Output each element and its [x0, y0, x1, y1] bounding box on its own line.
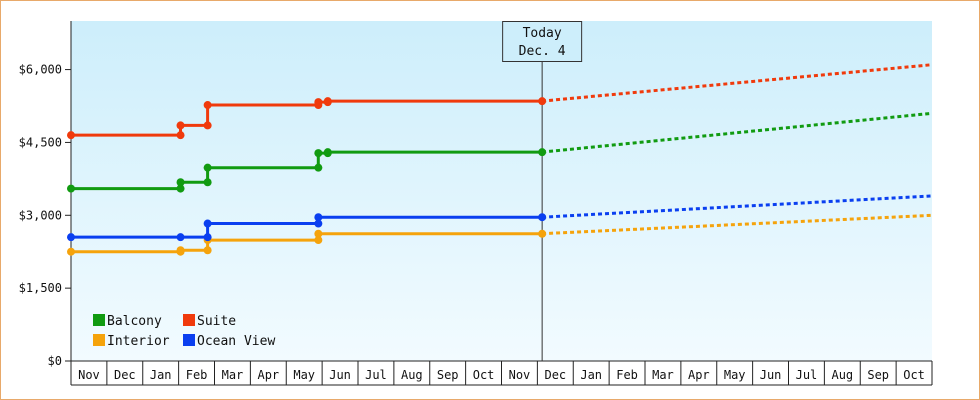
data-point-ocean-view — [314, 213, 323, 222]
data-point-interior — [67, 247, 75, 256]
legend-label-suite: Suite — [197, 314, 236, 329]
data-point-interior — [314, 229, 323, 238]
x-tick-label: Feb — [616, 368, 638, 382]
x-tick-label: May — [293, 368, 315, 382]
plot-background — [71, 21, 932, 361]
data-point-ocean-view — [176, 233, 185, 242]
data-point-balcony — [203, 163, 212, 172]
data-point-balcony — [323, 148, 332, 157]
x-tick-label: Mar — [222, 368, 244, 382]
x-tick-label: Nov — [78, 368, 100, 382]
series-projection-suite — [541, 63, 933, 103]
legend-swatch-balcony — [93, 314, 105, 326]
x-tick-label: Nov — [509, 368, 531, 382]
data-point-suite — [176, 121, 185, 130]
data-point-ocean-view — [538, 213, 547, 222]
data-point-suite — [538, 97, 547, 106]
data-point-balcony — [67, 184, 75, 193]
today-label: Today — [523, 26, 562, 41]
data-point-suite — [323, 97, 332, 106]
x-tick-label: Dec — [114, 368, 136, 382]
data-point-suite — [176, 131, 185, 140]
data-point-balcony — [538, 148, 547, 157]
y-tick-label: $1,500 — [19, 281, 62, 295]
data-point-balcony — [203, 178, 212, 187]
x-tick-label: Aug — [831, 368, 853, 382]
legend-swatch-suite — [183, 314, 195, 326]
data-point-ocean-view — [314, 219, 323, 228]
y-tick-label: $4,500 — [19, 135, 62, 149]
x-tick-label: Oct — [473, 368, 495, 382]
data-point-suite — [67, 131, 75, 140]
legend-swatch-ocean-view — [183, 334, 195, 346]
x-tick-label: Oct — [903, 368, 925, 382]
x-tick-label: Jun — [760, 368, 782, 382]
data-point-suite — [314, 98, 323, 107]
data-point-balcony — [314, 163, 323, 172]
x-tick-label: Sep — [437, 368, 459, 382]
data-point-suite — [203, 121, 212, 130]
data-point-balcony — [176, 178, 185, 187]
x-tick-label: Dec — [544, 368, 566, 382]
x-tick-label: Jan — [150, 368, 172, 382]
legend-swatch-interior — [93, 334, 105, 346]
series-projection-balcony — [541, 111, 933, 154]
data-point-suite — [203, 101, 212, 110]
data-point-interior — [538, 229, 547, 238]
x-tick-label: Feb — [186, 368, 208, 382]
y-tick-label: $0 — [48, 354, 62, 368]
x-tick-label: Sep — [867, 368, 889, 382]
x-tick-label: Aug — [401, 368, 423, 382]
x-tick-label: Jun — [329, 368, 351, 382]
today-box — [502, 21, 583, 62]
legend-label-interior: Interior — [107, 334, 170, 349]
x-tick-label: Jul — [365, 368, 387, 382]
data-point-balcony — [314, 149, 323, 158]
legend-label-balcony: Balcony — [107, 314, 162, 329]
series-projection-ocean-view — [542, 194, 933, 219]
y-tick-label: $6,000 — [19, 63, 62, 77]
data-point-ocean-view — [203, 219, 212, 228]
data-point-interior — [203, 246, 212, 255]
data-point-interior — [314, 236, 323, 245]
x-tick-label: Jan — [580, 368, 602, 382]
data-point-ocean-view — [67, 233, 75, 242]
series-projection-interior — [542, 213, 933, 236]
data-point-balcony — [176, 184, 185, 193]
y-tick-label: $3,000 — [19, 208, 62, 222]
x-tick-label: Jul — [796, 368, 818, 382]
legend-label-ocean-view: Ocean View — [197, 334, 275, 349]
data-point-ocean-view — [203, 233, 212, 242]
x-tick-label: Apr — [257, 368, 279, 382]
today-date-label: Dec. 4 — [519, 44, 566, 59]
data-point-interior — [176, 246, 185, 255]
x-tick-label: May — [724, 368, 746, 382]
x-tick-label: Mar — [652, 368, 674, 382]
x-tick-label: Apr — [688, 368, 710, 382]
